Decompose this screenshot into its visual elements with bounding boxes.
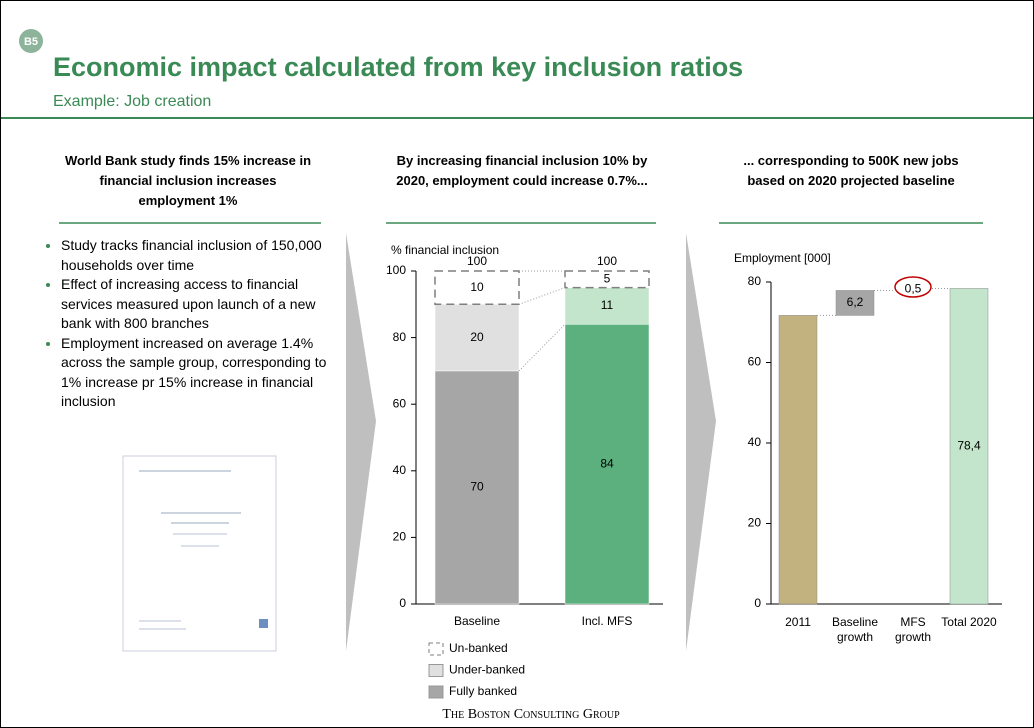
y-tick-label: 40	[748, 435, 762, 449]
bar-segment	[564, 287, 650, 325]
highlight-circle	[894, 276, 932, 298]
y-tick-label: 40	[393, 463, 407, 477]
y-axis-label: Employment [000]	[734, 251, 831, 265]
total-label: 100	[467, 254, 487, 268]
y-tick-label: 60	[748, 355, 762, 369]
badge-text: B5	[24, 36, 38, 48]
segment-label: 84	[600, 456, 614, 470]
column-heading: By increasing financial inclusion 10% by…	[396, 153, 648, 188]
segment-label: 10	[470, 280, 484, 294]
legend-label: Under-banked	[449, 663, 525, 677]
x-tick-label: Baseline	[454, 614, 500, 628]
bar	[949, 288, 989, 605]
legend-label: Un-banked	[449, 641, 508, 655]
total-label: 100	[597, 254, 617, 268]
badge	[19, 29, 43, 53]
legend-swatch	[428, 685, 444, 699]
segment-label: 70	[470, 480, 484, 494]
bar-segment	[434, 304, 520, 372]
bar-segment	[434, 270, 520, 306]
column-heading: ... corresponding to 500K new jobs based…	[743, 153, 959, 188]
legend-swatch	[428, 664, 444, 677]
bar-segment	[434, 370, 520, 605]
segment-label: 5	[604, 271, 611, 285]
y-tick-label: 80	[393, 330, 407, 344]
y-tick-label: 100	[386, 263, 406, 277]
y-axis-label: % financial inclusion	[391, 243, 499, 257]
legend-swatch	[428, 642, 444, 656]
connector	[518, 287, 566, 305]
y-tick-label: 0	[399, 596, 406, 610]
y-tick-label: 20	[748, 516, 762, 530]
title: Economic impact calculated from key incl…	[53, 52, 743, 82]
y-tick-label: 0	[754, 596, 761, 610]
arrow	[346, 233, 376, 651]
bar-segment	[564, 270, 650, 289]
bar-segment	[564, 324, 650, 605]
y-tick-label: 60	[393, 396, 407, 410]
bullet: Study tracks financial inclusion of 150,…	[61, 236, 337, 275]
bullet: Employment increased on average 1.4% acr…	[61, 334, 337, 412]
doc-logo	[259, 619, 268, 628]
column-heading: World Bank study finds 15% increase in f…	[64, 153, 312, 208]
document-thumbnail	[122, 455, 277, 652]
value-label: 6,2	[847, 295, 864, 309]
y-tick-label: 80	[748, 274, 762, 288]
x-tick-label: Baseline growth	[831, 615, 879, 644]
arrow	[686, 233, 716, 651]
bar	[778, 315, 818, 605]
footer: The Boston Consulting Group	[442, 707, 620, 722]
value-label: 78,4	[957, 438, 981, 452]
segment-label: 20	[470, 330, 484, 344]
x-tick-label: Incl. MFS	[582, 614, 633, 628]
document-page	[122, 455, 277, 652]
bar	[835, 290, 875, 316]
bullet-list: Study tracks financial inclusion of 150,…	[45, 236, 337, 412]
segment-label: 11	[601, 298, 614, 312]
y-tick-label: 20	[393, 530, 407, 544]
x-tick-label: MFS growth	[894, 615, 932, 644]
connector	[518, 323, 566, 372]
bullet: Effect of increasing access to financial…	[61, 275, 337, 334]
x-tick-label: Total 2020	[941, 615, 997, 629]
subtitle: Example: Job creation	[53, 93, 211, 110]
value-label: 0,5	[905, 282, 922, 296]
legend-label: Fully banked	[449, 684, 517, 698]
x-tick-label: 2011	[785, 615, 811, 629]
